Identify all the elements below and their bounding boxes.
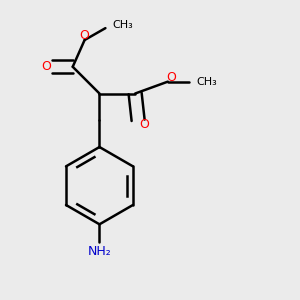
Text: CH₃: CH₃: [196, 76, 217, 87]
Text: O: O: [41, 60, 51, 73]
Text: O: O: [139, 118, 149, 131]
Text: CH₃: CH₃: [113, 20, 134, 30]
Text: O: O: [166, 71, 176, 84]
Text: NH₂: NH₂: [88, 244, 111, 258]
Text: O: O: [80, 29, 89, 42]
